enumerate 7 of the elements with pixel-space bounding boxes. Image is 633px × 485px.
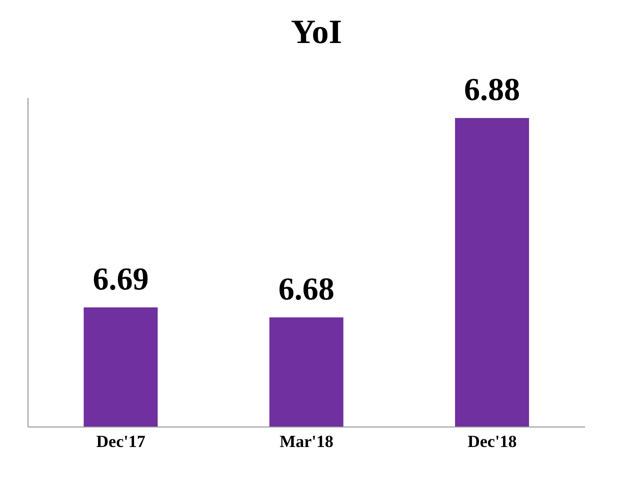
data-label: 6.88	[464, 70, 520, 107]
x-tick-label: Dec'18	[468, 432, 517, 452]
data-label: 6.68	[278, 270, 334, 306]
chart-title: YoI	[290, 13, 344, 53]
data-label: 6.69	[92, 260, 149, 296]
x-tick-label: Dec'17	[96, 432, 146, 452]
x-tick-label: Mar'18	[280, 432, 334, 452]
